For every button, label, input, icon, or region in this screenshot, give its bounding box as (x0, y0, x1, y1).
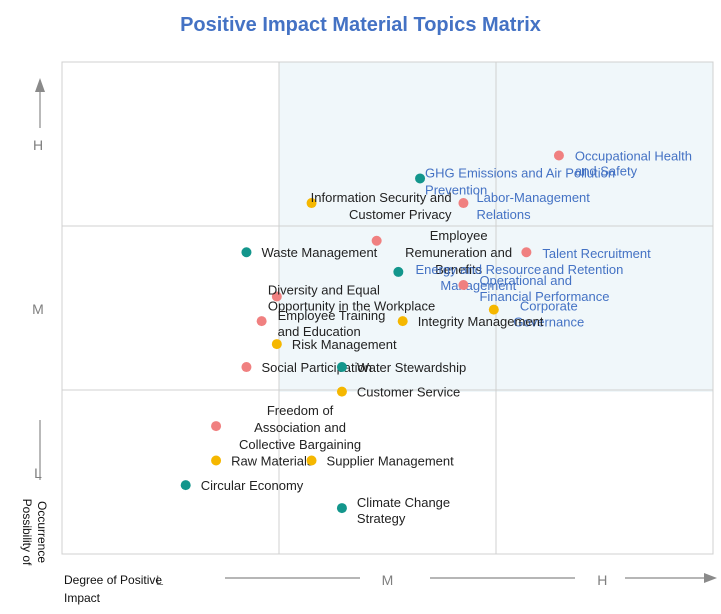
x-axis-arrow-head (704, 573, 717, 583)
label-raw-materials: Raw Materials (231, 454, 314, 469)
point-circular-economy (180, 480, 191, 491)
y-axis-label: Possibility of Occurrence (20, 499, 49, 566)
y-axis-label-line: Possibility of (20, 499, 34, 566)
label-freedom-of-association-and-collective-bargaining: Freedom of Association and Collective Barg… (239, 403, 361, 452)
y-tick-L: L (34, 465, 42, 481)
point-employee-remuneration-and-benefits (371, 235, 382, 246)
label-energy-and-resource-management: Energy and Resource Management (415, 262, 541, 293)
label-water-stewardship: Water Stewardship (357, 360, 466, 375)
y-tick-H: H (33, 137, 43, 153)
x-tick-L: L (156, 572, 164, 588)
label-employee-training-and-education: Employee Training and Education (278, 308, 386, 339)
y-tick-labels: H M L (32, 137, 44, 481)
x-axis-label: Degree of Positive Impact (64, 573, 162, 605)
label-corporate-governance: Corporate Governance (513, 299, 584, 330)
y-axis-arrow-head (35, 78, 45, 92)
point-waste-management (241, 247, 252, 258)
point-supplier-management (306, 455, 317, 466)
x-tick-M: M (382, 572, 394, 588)
point-employee-training-and-education (256, 316, 267, 327)
label-waste-management: Waste Management (261, 245, 377, 260)
label-circular-economy: Circular Economy (201, 478, 304, 493)
label-operational-and-financial-performance: Operational and Financial Performance (479, 273, 609, 304)
point-integrity-management (397, 316, 408, 327)
point-raw-materials (211, 455, 222, 466)
point-energy-and-resource-management (393, 266, 404, 277)
x-axis-label-line: Impact (64, 591, 101, 605)
point-diversity-and-equal-opportunity-in-the-workplace (271, 291, 282, 302)
label-labor-management-relations: Labor-Management Relations (476, 190, 590, 222)
point-occupational-health-and-safety (553, 150, 564, 161)
label-diversity-and-equal-opportunity-in-the-workplace: Diversity and Equal Opportunity in the Wo… (268, 283, 435, 314)
point-operational-and-financial-performance (458, 280, 469, 291)
point-customer-service (336, 386, 347, 397)
label-integrity-management: Integrity Management (418, 314, 544, 329)
label-climate-change-strategy: Climate Change Strategy (357, 495, 450, 526)
label-information-security-and-customer-privacy: Information Security and Customer Privacy (311, 190, 452, 222)
label-talent-recruitment-and-retention: Talent Recruitment and Retention (542, 246, 651, 277)
point-freedom-of-association-and-collective-bargaining (211, 421, 222, 432)
y-tick-M: M (32, 301, 44, 317)
label-social-participation: Social Participation (261, 360, 372, 375)
y-axis-label-line: Occurrence (35, 501, 49, 563)
plot-frame (61, 61, 714, 555)
point-social-participation (241, 362, 252, 373)
point-water-stewardship (336, 362, 347, 373)
label-occupational-health-and-safety: Occupational Health and Safety (575, 148, 692, 178)
label-risk-management: Risk Management (292, 337, 397, 352)
point-ghg-emissions-and-air-pollution-prevention (415, 173, 426, 184)
label-customer-service: Customer Service (357, 385, 460, 400)
point-labor-management-relations (458, 198, 469, 209)
label-supplier-management: Supplier Management (327, 454, 455, 469)
point-talent-recruitment-and-retention (521, 247, 532, 258)
label-ghg-emissions-and-air-pollution-prevention: GHG Emissions and Air Pollution Preventio… (425, 165, 615, 197)
label-employee-remuneration-and-benefits: Employee Remuneration and Benefits (405, 228, 512, 277)
point-risk-management (271, 339, 282, 350)
point-corporate-governance (488, 304, 499, 315)
x-tick-H: H (597, 572, 607, 588)
point-information-security-and-customer-privacy (306, 198, 317, 209)
chart-title: Positive Impact Material Topics Matrix (180, 14, 541, 36)
point-climate-change-strategy (336, 503, 347, 514)
x-axis-label-line: Degree of Positive (64, 573, 162, 587)
